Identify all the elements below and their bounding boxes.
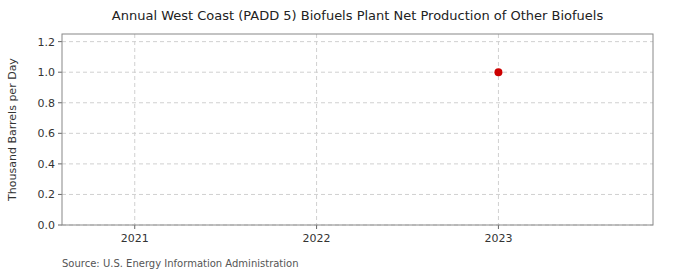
y-tick — [58, 225, 62, 226]
x-tick — [134, 225, 135, 229]
y-tick-label: 0.2 — [38, 188, 56, 201]
y-tick — [58, 102, 62, 103]
data-point — [494, 68, 502, 76]
y-grid-line — [62, 102, 653, 103]
y-tick — [58, 163, 62, 164]
chart: Annual West Coast (PADD 5) Biofuels Plan… — [0, 0, 675, 275]
y-tick-label: 0.4 — [38, 158, 56, 171]
y-grid-line — [62, 163, 653, 164]
y-tick — [58, 41, 62, 42]
y-tick-label: 0.8 — [38, 97, 56, 110]
x-tick-label: 2021 — [121, 232, 149, 245]
y-tick — [58, 194, 62, 195]
x-tick — [316, 225, 317, 229]
x-grid-line — [316, 34, 317, 225]
grid — [62, 34, 653, 225]
data-points — [494, 68, 502, 76]
y-grid-line — [62, 72, 653, 73]
x-grid-line — [498, 34, 499, 225]
y-tick — [58, 72, 62, 73]
y-tick-label: 1.0 — [38, 66, 56, 79]
x-tick-label: 2023 — [484, 232, 512, 245]
y-grid-line — [62, 41, 653, 42]
x-grid-line — [134, 34, 135, 225]
y-tick-label: 0.0 — [38, 219, 56, 232]
axes: 0.0 0.2 0.4 0.6 0.8 1.0 1.2 2021 2022 2023 — [38, 34, 654, 245]
y-tick-label: 1.2 — [38, 36, 56, 49]
x-tick-label: 2022 — [303, 232, 331, 245]
title: Annual West Coast (PADD 5) Biofuels Plan… — [112, 8, 604, 23]
y-tick-label: 0.6 — [38, 127, 56, 140]
y-tick — [58, 133, 62, 134]
y-axis-label: Thousand Barrels per Day — [6, 58, 19, 202]
y-grid-line — [62, 133, 653, 134]
plot-frame — [62, 34, 653, 225]
source-note: Source: U.S. Energy Information Administ… — [62, 258, 299, 269]
x-tick — [498, 225, 499, 229]
y-grid-line — [62, 194, 653, 195]
